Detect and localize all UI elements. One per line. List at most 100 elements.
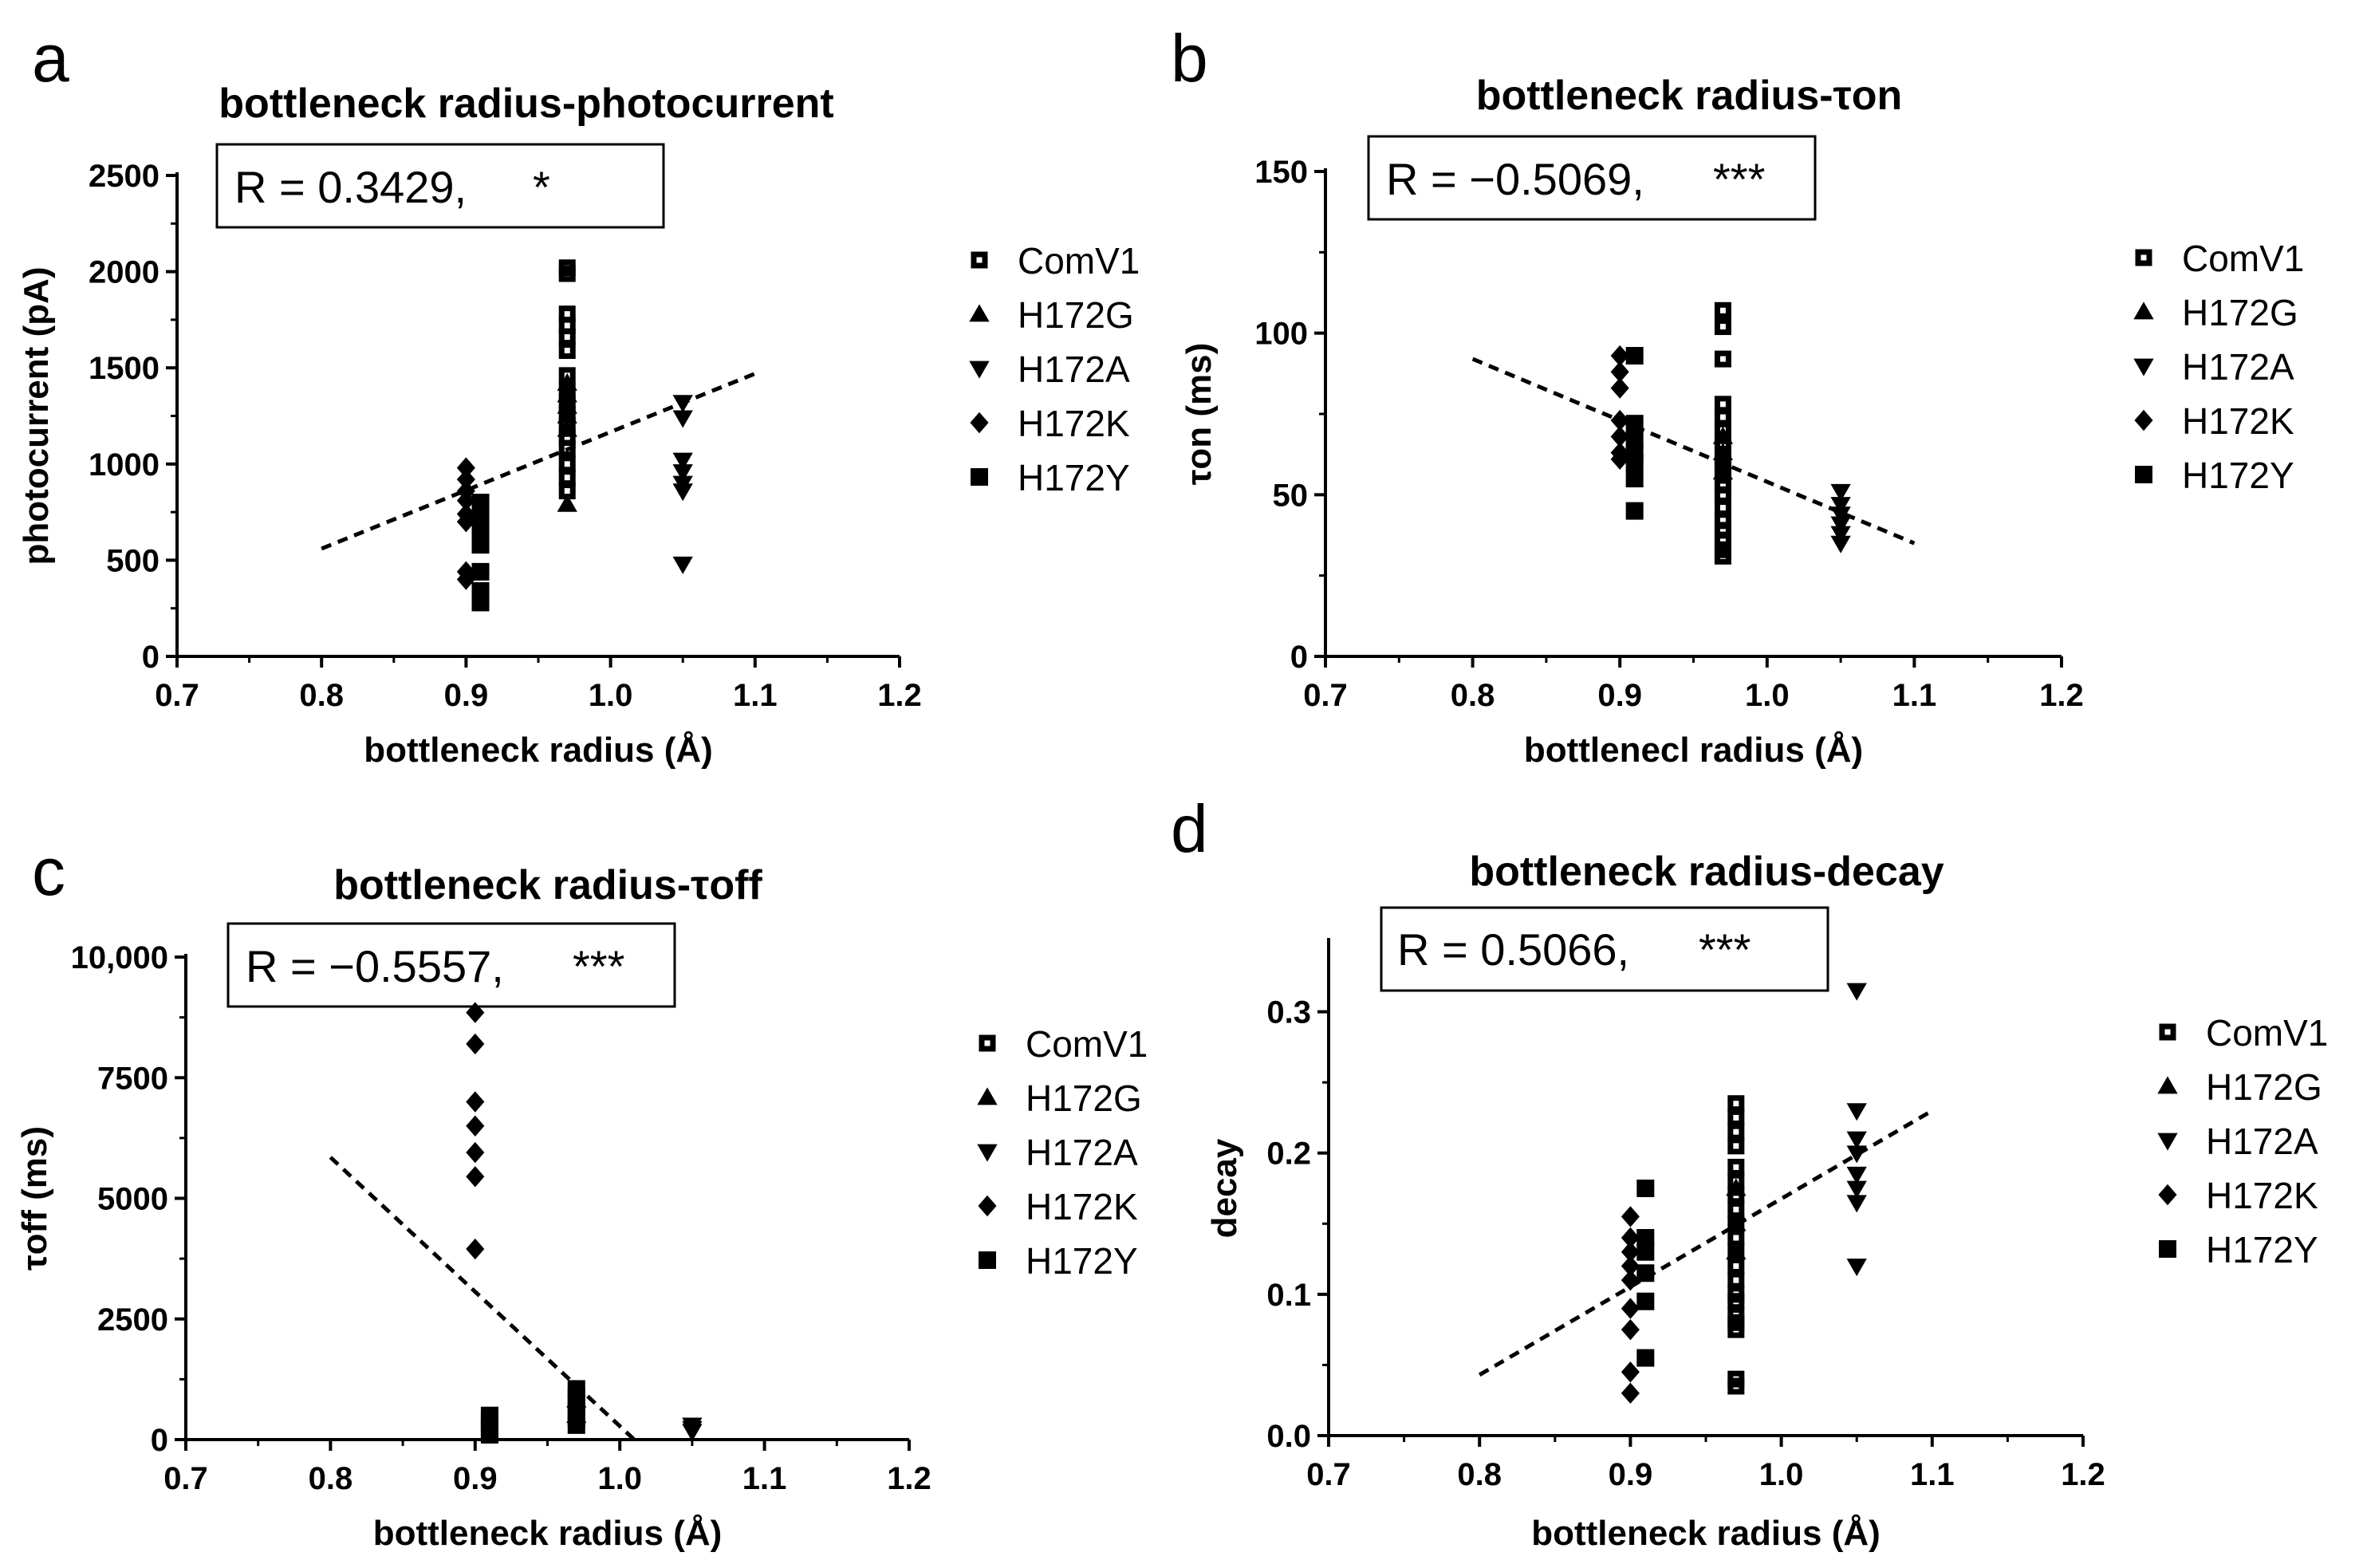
y-tick-label: 0.0 [1266,1419,1311,1454]
data-point-comv1 [1727,1271,1745,1289]
data-point-h172y [480,1425,498,1444]
legend-label-h172g: H172G [2182,292,2298,333]
y-tick-label: 2000 [89,255,159,290]
data-point-h172a [1830,497,1851,515]
legend-label-h172a: H172A [1018,349,1130,390]
x-tick-label: 0.9 [444,678,489,713]
regression-line [329,1156,636,1441]
data-point-h172g [1712,426,1734,444]
data-point-h172y [471,562,490,581]
y-tick-label: 0.1 [1266,1278,1311,1313]
data-point-comv1 [1714,486,1731,503]
x-tick-label: 0.8 [1451,678,1495,713]
data-point-comv1 [1727,1293,1745,1310]
legend-marker-h172a [2133,358,2154,376]
y-tick-label: 0.2 [1266,1137,1311,1172]
panel-b: b bottleneck radius-τon R = −0.5069, *** 0.7… [1171,21,2304,770]
data-point-h172g [557,396,577,414]
data-point-h172k [1610,377,1629,399]
y-tick-label: 50 [1273,478,1309,513]
data-point-comv1 [1714,396,1731,413]
data-point-h172y [1636,1229,1655,1247]
y-tick-label: 10,000 [71,940,168,975]
data-point-comv1 [558,329,576,346]
data-point-h172k [1610,426,1629,447]
data-point-h172k [1610,409,1629,431]
x-tick-label: 0.8 [309,1461,353,1496]
data-point-h172a [1846,1195,1867,1213]
data-point-h172g [557,494,577,512]
correlation-box [226,922,676,1008]
x-tick-label: 1.1 [742,1461,787,1496]
data-point-h172a [1846,1180,1867,1199]
data-point-h172k [456,490,475,511]
data-point-h172k [456,569,475,590]
x-tick-label: 0.9 [1597,678,1642,713]
legend-marker-h172g [977,1087,998,1105]
data-point-h172k [456,510,475,533]
data-point-h172y [1636,1292,1655,1310]
data-point-comv1 [558,341,576,359]
data-point-comv1 [1727,1321,1745,1338]
data-point-h172y [1636,1264,1655,1282]
legend-label-h172a: H172A [2182,346,2294,388]
x-tick-label: 1.2 [2039,678,2084,713]
data-point-h172g [1712,462,1734,480]
y-tick-label: 150 [1254,155,1308,190]
legend-label-h172y: H172Y [2182,455,2294,496]
data-point-h172k [1621,1318,1640,1341]
data-point-h172y [1625,415,1644,433]
data-point-h172a [1830,483,1851,502]
data-point-h172k [1621,1361,1640,1383]
data-point-h172g [557,419,577,437]
data-point-h172k [1621,1206,1640,1227]
correlation-value: R = −0.5557, [246,941,504,991]
x-tick-label: 0.7 [1303,678,1348,713]
data-point-h172a [672,483,693,502]
data-point-comv1 [1727,1201,1745,1219]
data-point-h172k [466,1115,485,1137]
y-tick-label: 0.3 [1266,995,1311,1030]
data-point-h172y [1625,453,1644,471]
data-point-h172k [1621,1298,1640,1319]
y-tick-label: 2500 [89,159,159,194]
data-point-h172a [672,452,693,471]
y-tick-label: 100 [1254,317,1308,352]
legend-marker-h172k [2134,409,2153,431]
legend-marker-h172a [969,360,990,379]
x-tick-label: 1.2 [2061,1457,2105,1492]
data-point-h172a [1846,1259,1867,1277]
x-tick-label: 1.1 [1892,678,1937,713]
data-point-h172a [1830,526,1851,544]
legend-marker-h172y [971,468,988,486]
correlation-box [1367,135,1817,221]
x-axis-label: bottleneck radius (Å) [373,1514,723,1553]
data-point-h172a [672,556,693,574]
panel-d: d bottleneck radius-decay R = 0.5066, *** 0.… [1171,791,2328,1553]
x-tick-label: 1.2 [887,1461,931,1496]
data-point-comv1 [1727,1229,1745,1247]
data-point-comv1 [1727,1377,1745,1395]
y-tick-label: 1000 [89,447,159,483]
legend-label-h172g: H172G [1026,1078,1142,1119]
data-point-comv1 [558,440,576,458]
data-point-h172k [466,1166,485,1188]
y-tick-label: 1500 [89,351,159,386]
y-axis-label: decay [1205,1138,1244,1238]
data-point-h172k [466,1091,485,1113]
data-point-h172a [672,410,693,428]
panel-c: c bottleneck radius-τoff R = −0.5557, *** 0.… [15,834,1148,1553]
legend-label-h172y: H172Y [1026,1240,1138,1282]
data-point-h172g [557,384,577,403]
y-tick-label: 5000 [97,1182,168,1217]
data-point-h172y [471,593,490,612]
x-tick-label: 1.0 [1745,678,1790,713]
data-point-h172a [682,1424,703,1442]
legend-marker-h172k [978,1195,997,1217]
x-tick-label: 0.7 [155,678,199,713]
data-point-h172y [1625,470,1644,488]
legend-label-h172y: H172Y [1018,457,1130,498]
data-point-h172a [672,464,693,483]
data-point-comv1 [558,469,576,487]
